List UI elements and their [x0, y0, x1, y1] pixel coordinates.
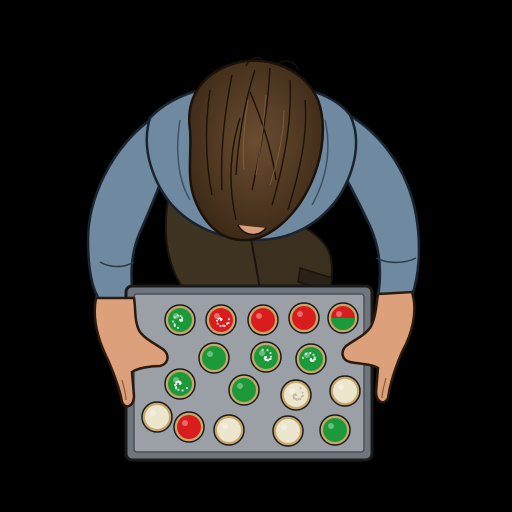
- cookie-green-sprinkle: [164, 304, 196, 336]
- cookie-red-green: [327, 302, 359, 334]
- cookie-white: [141, 401, 173, 433]
- cookie-red: [247, 304, 279, 336]
- character-right-hand: [341, 290, 416, 404]
- cookie-grid: [141, 302, 361, 447]
- cookie-red: [288, 302, 320, 334]
- cookie-red-sprinkle: [205, 304, 237, 336]
- character-head: [188, 56, 325, 242]
- cookie-green: [319, 414, 351, 446]
- cookie-red: [173, 411, 205, 443]
- cookie-white: [213, 414, 245, 446]
- cookie-green-sprinkle: [164, 368, 196, 400]
- cookie-green: [198, 342, 230, 374]
- cookie-green: [228, 374, 260, 406]
- cookie-green-sprinkle: [250, 341, 282, 373]
- character-left-hand: [93, 296, 169, 408]
- cookie-white-sprinkle: [280, 379, 312, 411]
- cookie-white: [329, 375, 361, 407]
- cookie-green-sprinkle: [295, 343, 327, 375]
- cookie-white: [272, 415, 304, 447]
